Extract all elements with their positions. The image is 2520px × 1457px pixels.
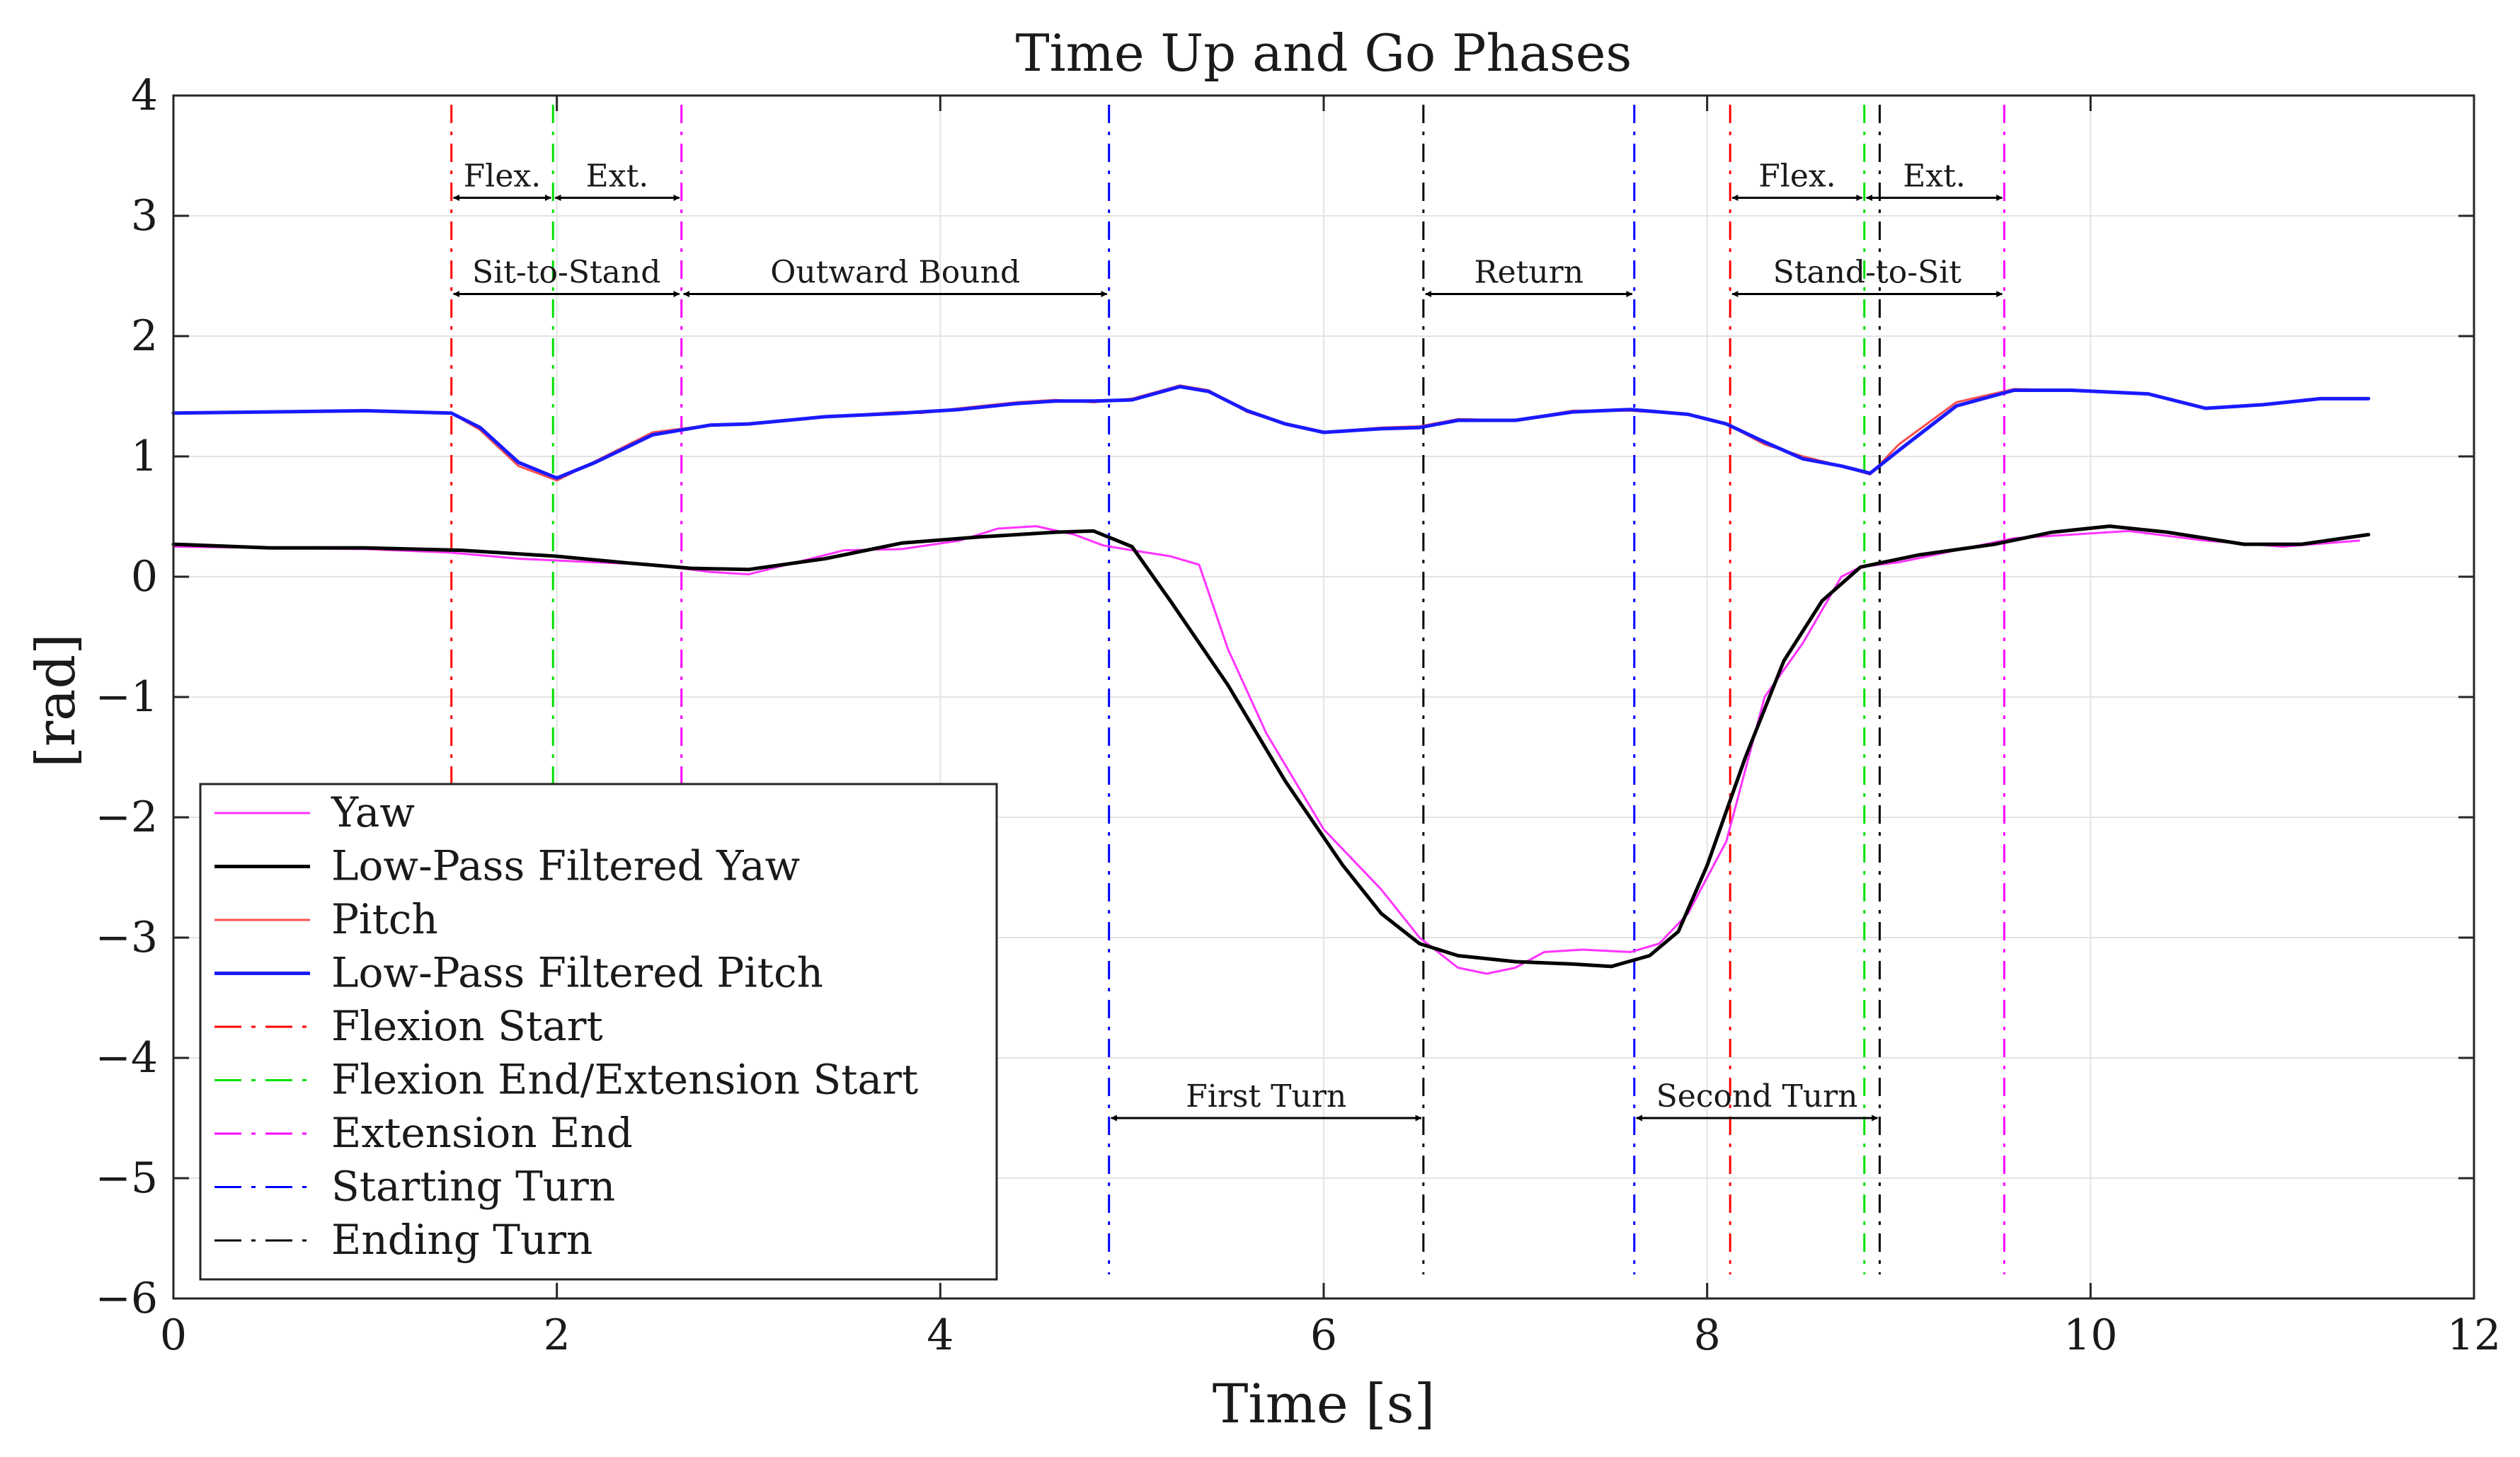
phase-label-ext-: Ext.: [1903, 159, 1966, 195]
legend-label-yaw: Yaw: [331, 788, 415, 836]
x-tick-label: 10: [2063, 1311, 2117, 1360]
y-tick-label: 3: [131, 191, 158, 241]
phase-label-flex-: Flex.: [1758, 159, 1835, 195]
legend-label-pitch: Pitch: [331, 895, 438, 943]
data-series: [171, 384, 2371, 975]
legend-label-low-pass-filtered-yaw: Low-Pass Filtered Yaw: [331, 842, 800, 890]
y-tick-label: −1: [96, 672, 158, 722]
y-tick-label: −4: [96, 1033, 158, 1083]
phase-label-outward-bound: Outward Bound: [770, 255, 1020, 291]
legend-box: [199, 783, 998, 1281]
phase-label-return: Return: [1474, 255, 1584, 291]
phase-annotations: Flex. Ext. Sit-to-Stand Outward Bound Return…: [452, 159, 2003, 1122]
series-line-pitch: [172, 384, 2370, 482]
phase-label-first-turn: First Turn: [1186, 1078, 1346, 1115]
legend: Yaw Low-Pass Filtered Yaw Pitch Low-Pass Fi…: [199, 783, 998, 1281]
y-tick-label: −5: [96, 1153, 158, 1203]
y-tick-label: 1: [131, 432, 158, 481]
phase-label-second-turn: Second Turn: [1656, 1078, 1858, 1115]
series-line-low-pass-filtered-pitch: [171, 384, 2371, 480]
x-tick-label: 6: [1310, 1311, 1337, 1360]
y-tick-label: −2: [96, 793, 158, 842]
x-axis-label: Time [s]: [1213, 1372, 1436, 1435]
x-tick-label: 0: [160, 1311, 187, 1360]
legend-label-starting-turn: Starting Turn: [331, 1163, 615, 1211]
legend-label-low-pass-filtered-pitch: Low-Pass Filtered Pitch: [331, 949, 823, 997]
x-tick-label: 4: [927, 1311, 953, 1360]
legend-label-ending-turn: Ending Turn: [331, 1216, 592, 1264]
y-axis-label: [rad]: [24, 633, 87, 768]
legend-label-flexion-end-extension-start: Flexion End/Extension Start: [331, 1056, 918, 1104]
legend-label-flexion-start: Flexion Start: [331, 1002, 603, 1050]
phase-label-sit-to-stand: Sit-to-Stand: [472, 255, 660, 291]
phase-label-flex-: Flex.: [464, 159, 541, 195]
y-tick-label: 4: [131, 71, 158, 120]
phase-label-stand-to-sit: Stand-to-Sit: [1773, 255, 1962, 291]
y-tick-label: −3: [96, 913, 158, 962]
y-tick-label: 2: [131, 311, 158, 361]
y-tick-label: 0: [131, 552, 158, 601]
series-line-low-pass-filtered-yaw: [171, 524, 2371, 969]
chart-title: Time Up and Go Phases: [1016, 23, 1632, 83]
x-tick-label: 8: [1694, 1311, 1721, 1360]
legend-label-extension-end: Extension End: [331, 1109, 633, 1157]
x-tick-label: 2: [544, 1311, 571, 1360]
y-tick-label: −6: [96, 1274, 158, 1323]
phase-label-ext-: Ext.: [586, 159, 649, 195]
x-tick-label: 12: [2447, 1311, 2501, 1360]
